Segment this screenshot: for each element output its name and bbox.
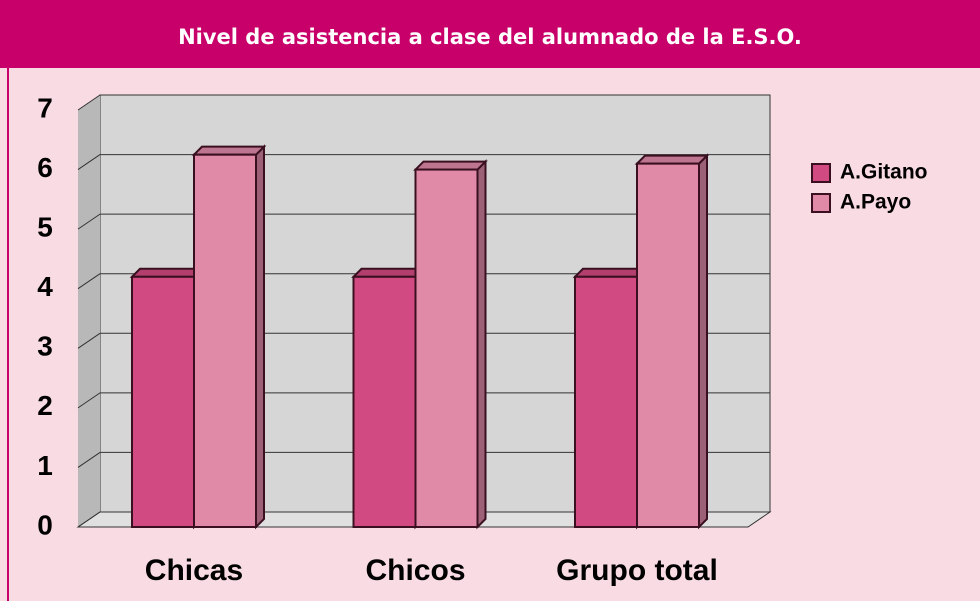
x-tick-label: Chicas: [145, 554, 243, 587]
grid-line-side: [77, 332, 101, 349]
bar: [414, 168, 479, 528]
y-tick-label: 2: [37, 390, 53, 421]
bar: [636, 162, 700, 528]
legend-swatch: [811, 163, 831, 183]
bar-top: [129, 267, 205, 278]
chart-title: Nivel de asistencia a clase del alumnado…: [178, 25, 802, 49]
legend-label: A.Gitano: [840, 161, 928, 184]
y-tick-label: 0: [37, 509, 53, 540]
legend-swatch: [811, 193, 831, 213]
bar: [574, 275, 638, 528]
bar-side: [255, 144, 265, 530]
y-tick-label: 6: [37, 152, 53, 183]
bar-top: [191, 145, 267, 156]
side-wall: [78, 95, 100, 527]
x-tick-label: Grupo total: [556, 554, 718, 587]
grid-line-side: [77, 273, 101, 290]
header-bar: [0, 0, 980, 68]
bar-side: [698, 153, 708, 530]
bar-side: [476, 159, 487, 530]
bar: [193, 153, 257, 529]
bar: [352, 275, 417, 528]
y-tick-label: 5: [37, 212, 53, 243]
grid-line-side: [77, 154, 101, 170]
bar: [131, 275, 195, 528]
grid-line-side: [77, 392, 101, 409]
bar-top: [351, 267, 426, 278]
y-tick-label: 7: [37, 92, 53, 123]
grid-line-side: [77, 213, 101, 230]
y-tick-label: 4: [37, 271, 53, 302]
bar-top: [413, 160, 488, 171]
legend-label: A.Payo: [840, 191, 911, 214]
grid-line-side: [77, 452, 101, 468]
bar-top: [634, 154, 710, 165]
grid-line-side: [77, 511, 101, 528]
bar-top: [572, 267, 648, 278]
grid-line-side: [77, 94, 101, 111]
y-tick-label: 3: [37, 331, 53, 362]
x-tick-label: Chicos: [365, 554, 465, 587]
y-tick-label: 1: [37, 450, 53, 481]
